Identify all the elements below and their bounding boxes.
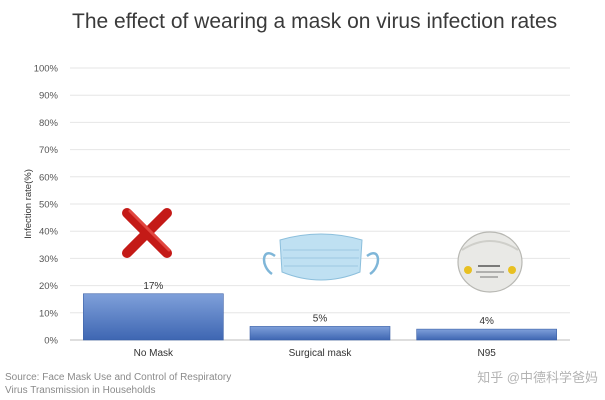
y-tick-label: 30% [39,254,59,265]
y-tick-label: 10% [39,308,59,319]
y-tick-label: 20% [39,281,59,292]
y-tick-label: 80% [39,118,59,129]
bars [83,293,557,341]
y-tick-label: 0% [44,336,58,347]
y-tick-label: 60% [39,172,59,183]
data-labels: 17% 5% 4% [143,281,494,327]
bar-surgical-mask [249,326,391,341]
chart-title: The effect of wearing a mask on virus in… [72,10,557,33]
source-line-2: Virus Transmission in Households [5,385,155,396]
red-x-icon [122,208,172,258]
y-tick-label: 50% [39,200,59,211]
data-label: 5% [313,313,328,324]
surgical-mask-icon [262,233,380,281]
x-tick-label: N95 [477,348,496,359]
watermark: 知乎 @中德科学爸妈 [477,370,598,385]
y-axis-label: Infection rate(%) [23,169,34,239]
n95-mask-icon [457,231,523,293]
bar-no-mask [83,293,224,341]
y-tick-label: 70% [39,145,59,156]
x-tick-label: Surgical mask [289,348,353,359]
y-tick-labels: 0% 10% 20% 30% 40% 50% 60% 70% 80% 90% 100% [34,64,59,347]
data-label: 4% [479,316,494,327]
y-tick-label: 100% [34,64,59,75]
data-label: 17% [143,281,163,292]
source-line-1: Source: Face Mask Use and Control of Res… [5,372,231,383]
y-tick-label: 90% [39,91,59,102]
x-tick-label: No Mask [134,348,174,359]
bar-n95 [416,328,557,341]
y-tick-label: 40% [39,227,59,238]
x-tick-labels: No Mask Surgical mask N95 [134,348,497,359]
